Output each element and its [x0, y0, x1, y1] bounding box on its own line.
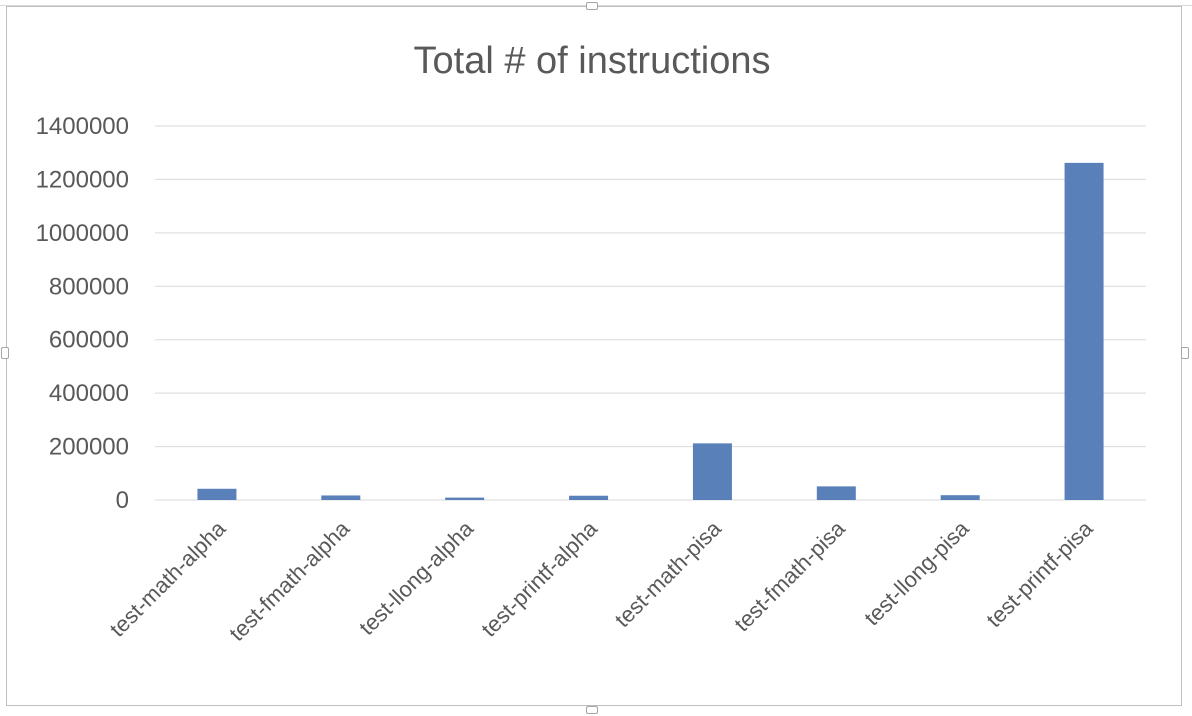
resize-handle-right[interactable]: [1181, 347, 1189, 359]
x-category-label: test-llong-pisa: [859, 515, 974, 630]
bar-test-printf-pisa[interactable]: [1064, 162, 1104, 500]
x-category-label: test-fmath-pisa: [729, 515, 850, 636]
chart-title: Total # of instructions: [414, 40, 771, 82]
bar-test-llong-alpha[interactable]: [445, 497, 485, 500]
bar-test-printf-alpha[interactable]: [569, 495, 609, 500]
y-tick-label: 200000: [49, 434, 129, 461]
chart-frame[interactable]: [6, 6, 1182, 706]
x-category-label: test-math-pisa: [610, 515, 727, 632]
y-tick-label: 1400000: [36, 113, 129, 140]
y-tick-label: 0: [116, 487, 129, 514]
resize-handle-top[interactable]: [586, 2, 598, 10]
bar-test-fmath-pisa[interactable]: [816, 486, 856, 500]
y-tick-label: 1200000: [36, 166, 129, 193]
resize-handle-left[interactable]: [1, 347, 9, 359]
gridlines: [155, 125, 1146, 501]
x-category-label: test-llong-alpha: [354, 515, 479, 640]
x-category-label: test-printf-pisa: [981, 515, 1098, 632]
y-tick-label: 1000000: [36, 220, 129, 247]
resize-handle-bottom[interactable]: [586, 706, 598, 714]
y-tick-label: 600000: [49, 327, 129, 354]
x-category-label: test-math-alpha: [105, 515, 231, 641]
x-category-label: test-fmath-alpha: [224, 515, 355, 646]
y-axis-tick-labels: 0 200000 400000 600000 800000 1000000 1200000 1…: [36, 113, 129, 514]
bar-test-math-pisa[interactable]: [692, 443, 732, 500]
bar-test-llong-pisa[interactable]: [940, 495, 980, 500]
bar-test-fmath-alpha[interactable]: [321, 495, 361, 500]
x-category-label: test-printf-alpha: [476, 515, 602, 641]
bar-test-math-alpha[interactable]: [197, 488, 237, 500]
bars: [197, 162, 1104, 500]
y-tick-label: 400000: [49, 380, 129, 407]
y-tick-label: 800000: [49, 273, 129, 300]
